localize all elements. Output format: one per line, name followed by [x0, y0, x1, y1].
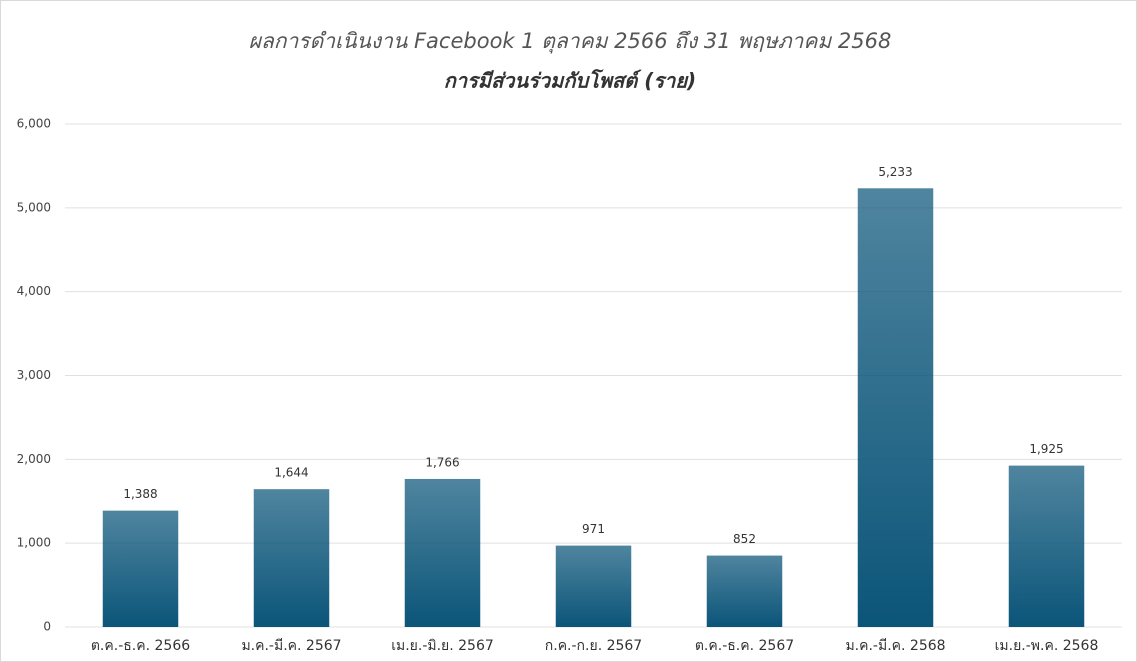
- x-tick-label: เม.ย.-มิ.ย. 2567: [391, 638, 494, 654]
- y-tick-label: 4,000: [17, 284, 51, 298]
- value-label: 1,925: [1029, 442, 1063, 456]
- bar: [1008, 465, 1085, 627]
- x-tick-label: เม.ย.-พ.ค. 2568: [995, 638, 1099, 654]
- chart-title: ผลการดำเนินงาน Facebook 1 ตุลาคม 2566 ถึ…: [249, 29, 892, 54]
- bar: [102, 510, 179, 627]
- value-label: 1,388: [123, 487, 157, 501]
- y-tick-label: 6,000: [17, 117, 51, 131]
- x-tick-label: ม.ค.-มี.ค. 2567: [241, 638, 341, 654]
- x-tick-label: ม.ค.-มี.ค. 2568: [845, 638, 945, 654]
- bar: [404, 478, 481, 627]
- y-tick-label: 1,000: [17, 536, 51, 550]
- x-tick-label: ต.ค.-ธ.ค. 2567: [695, 638, 794, 654]
- bar: [706, 555, 783, 627]
- value-label: 971: [582, 522, 605, 536]
- y-tick-label: 5,000: [17, 200, 51, 214]
- value-label: 5,233: [878, 165, 912, 179]
- value-label: 1,766: [425, 455, 459, 469]
- y-tick-label: 3,000: [17, 368, 51, 382]
- x-tick-label: ต.ค.-ธ.ค. 2566: [91, 638, 190, 654]
- x-tick-label: ก.ค.-ก.ย. 2567: [545, 638, 642, 654]
- y-tick-label: 0: [43, 620, 51, 634]
- bar: [857, 188, 934, 627]
- value-label: 852: [733, 532, 756, 546]
- y-tick-label: 2,000: [17, 452, 51, 466]
- bar: [555, 545, 632, 627]
- chart-subtitle: การมีส่วนร่วมกับโพสต์ (ราย): [444, 69, 696, 93]
- bar: [253, 489, 330, 627]
- value-label: 1,644: [274, 466, 308, 480]
